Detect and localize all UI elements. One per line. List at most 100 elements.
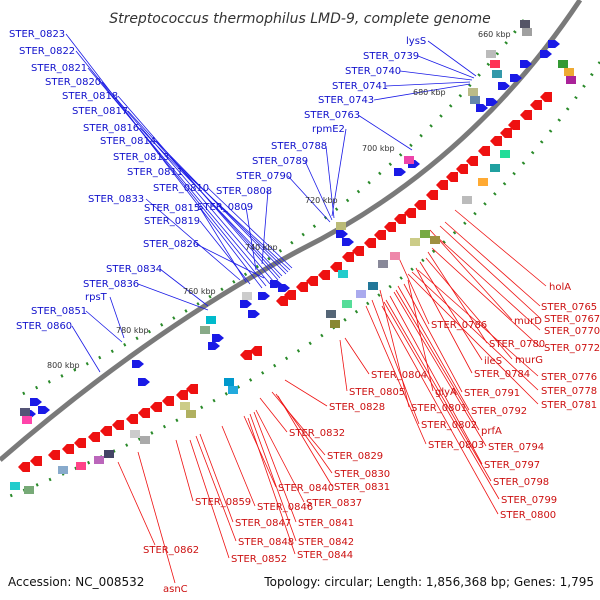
reverse-gene-label[interactable]: STER_0786 [431,320,487,331]
leader-line-reverse [221,425,256,507]
forward-gene-label[interactable]: STER_0790 [236,171,292,182]
forward-gene-label[interactable]: STER_0815 [144,203,200,214]
forward-gene-label[interactable]: rpsT [85,292,108,303]
reverse-gene-label[interactable]: STER_0784 [474,369,530,380]
reverse-label-group: holA STER_0765 murD STER_0767 STER_0770 … [143,282,600,595]
reverse-gene-label[interactable]: STER_0794 [488,442,544,453]
reverse-gene-label[interactable]: STER_0767 [544,314,600,325]
reverse-gene-label[interactable]: STER_0797 [484,460,540,471]
forward-gene-label[interactable]: STER_0814 [100,136,156,147]
reverse-gene-arrow [100,426,112,436]
forward-gene-label[interactable]: STER_0826 [143,239,199,250]
reverse-gene-label[interactable]: holA [549,282,571,293]
reverse-gene-label[interactable]: STER_0828 [329,402,385,413]
reverse-gene-label[interactable]: STER_0791 [464,388,520,399]
feature-box [486,50,496,58]
forward-gene-label[interactable]: STER_0818 [62,91,118,102]
reverse-gene-label[interactable]: STER_0780 [489,339,545,350]
reverse-gene-label[interactable]: STER_0802 [421,420,477,431]
reverse-gene-label[interactable]: STER_0792 [471,406,527,417]
reverse-gene-label[interactable]: STER_0842 [298,537,354,548]
reverse-gene-label[interactable]: STER_0852 [231,554,287,565]
reverse-gene-label[interactable]: STER_0829 [327,451,383,462]
reverse-gene-arrow [456,164,468,174]
forward-gene-label[interactable]: STER_0788 [271,141,327,152]
forward-gene-label[interactable]: STER_0833 [88,194,144,205]
forward-gene-label[interactable]: STER_0809 [197,202,253,213]
forward-gene-label[interactable]: STER_0820 [45,77,101,88]
feature-box [520,20,530,28]
reverse-gene-arrow [138,408,150,418]
forward-gene-label[interactable]: STER_0836 [83,279,139,290]
forward-gene-label[interactable]: STER_0743 [318,95,374,106]
reverse-gene-label[interactable]: STER_0848 [238,537,294,548]
reverse-gene-label[interactable]: STER_0770 [544,326,600,337]
forward-gene-label[interactable]: STER_0834 [106,264,162,275]
reverse-gene-label[interactable]: STER_0831 [334,482,390,493]
reverse-gene-label[interactable]: STER_0800 [500,510,556,521]
forward-gene-label[interactable]: STER_0816 [83,123,139,134]
leader-line-forward [155,140,287,275]
leader-line-reverse [397,255,430,325]
forward-gene-label[interactable]: lysS [406,36,426,47]
reverse-gene-arrow [466,156,478,166]
forward-gene-label[interactable]: STER_0739 [363,51,419,62]
reverse-gene-label[interactable]: STER_0859 [195,497,251,508]
reverse-gene-label[interactable]: STER_0862 [143,545,199,556]
leader-line-forward [159,268,209,307]
reverse-gene-label[interactable]: STER_0772 [544,343,600,354]
feature-box [20,408,30,416]
leader-line-reverse [431,247,541,348]
forward-gene-label[interactable]: STER_0741 [332,81,388,92]
reverse-gene-label[interactable]: STER_0778 [541,386,597,397]
reverse-gene-arrow [540,92,552,102]
reverse-gene-label[interactable]: STER_0803 [428,440,484,451]
forward-gene-label[interactable]: rpmE2 [312,124,345,135]
reverse-gene-label[interactable]: STER_0846 [257,502,313,513]
reverse-gene-label[interactable]: prfA [481,426,502,437]
forward-gene-label[interactable]: STER_0819 [144,216,200,227]
reverse-gene-arrow [18,462,30,472]
feature-box [342,300,352,308]
forward-gene-label[interactable]: STER_0821 [31,63,87,74]
reverse-gene-label[interactable]: asnC [163,584,188,595]
leader-line-forward [357,114,413,151]
leader-line-reverse [427,251,488,344]
forward-gene-label[interactable]: STER_0817 [72,106,128,117]
leader-line-forward [427,40,477,77]
reverse-gene-label[interactable]: STER_0765 [541,302,597,313]
reverse-gene-label[interactable]: STER_0832 [289,428,345,439]
reverse-gene-label[interactable]: STER_0841 [298,518,354,529]
forward-gene-label[interactable]: STER_0822 [19,46,75,57]
forward-gene-label[interactable]: STER_0811 [127,167,183,178]
forward-gene-label[interactable]: STER_0823 [9,29,65,40]
forward-gene-label[interactable]: STER_0740 [345,66,401,77]
reverse-gene-label[interactable]: STER_0801 [411,403,467,414]
reverse-gene-label[interactable]: STER_0830 [334,469,390,480]
reverse-gene-label[interactable]: STER_0798 [493,477,549,488]
reverse-gene-label[interactable]: STER_0837 [306,498,362,509]
reverse-gene-label[interactable]: murD [514,316,542,327]
reverse-gene-label[interactable]: ileS [484,356,502,367]
reverse-gene-label[interactable]: STER_0840 [278,483,334,494]
reverse-gene-label[interactable]: glyA [435,387,457,398]
forward-gene-label[interactable]: STER_0813 [113,152,169,163]
reverse-gene-arrow [436,180,448,190]
reverse-gene-label[interactable]: STER_0781 [541,400,597,411]
forward-gene-label[interactable]: STER_0763 [304,110,360,121]
forward-gene-label[interactable]: STER_0810 [153,183,209,194]
forward-gene-label[interactable]: STER_0860 [16,321,72,332]
leader-line-forward [145,198,241,281]
reverse-gene-arrow [374,230,386,240]
reverse-gene-label[interactable]: murG [515,355,543,366]
forward-gene-label[interactable]: STER_0789 [252,156,308,167]
reverse-gene-label[interactable]: STER_0805 [349,387,405,398]
reverse-gene-label[interactable]: STER_0776 [541,372,597,383]
reverse-gene-arrow [112,420,124,430]
forward-gene-label[interactable]: STER_0808 [216,186,272,197]
forward-gene-label[interactable]: STER_0851 [31,306,87,317]
reverse-gene-label[interactable]: STER_0799 [501,495,557,506]
reverse-gene-label[interactable]: STER_0844 [297,550,353,561]
reverse-gene-label[interactable]: STER_0804 [371,370,427,381]
reverse-gene-label[interactable]: STER_0847 [235,518,291,529]
